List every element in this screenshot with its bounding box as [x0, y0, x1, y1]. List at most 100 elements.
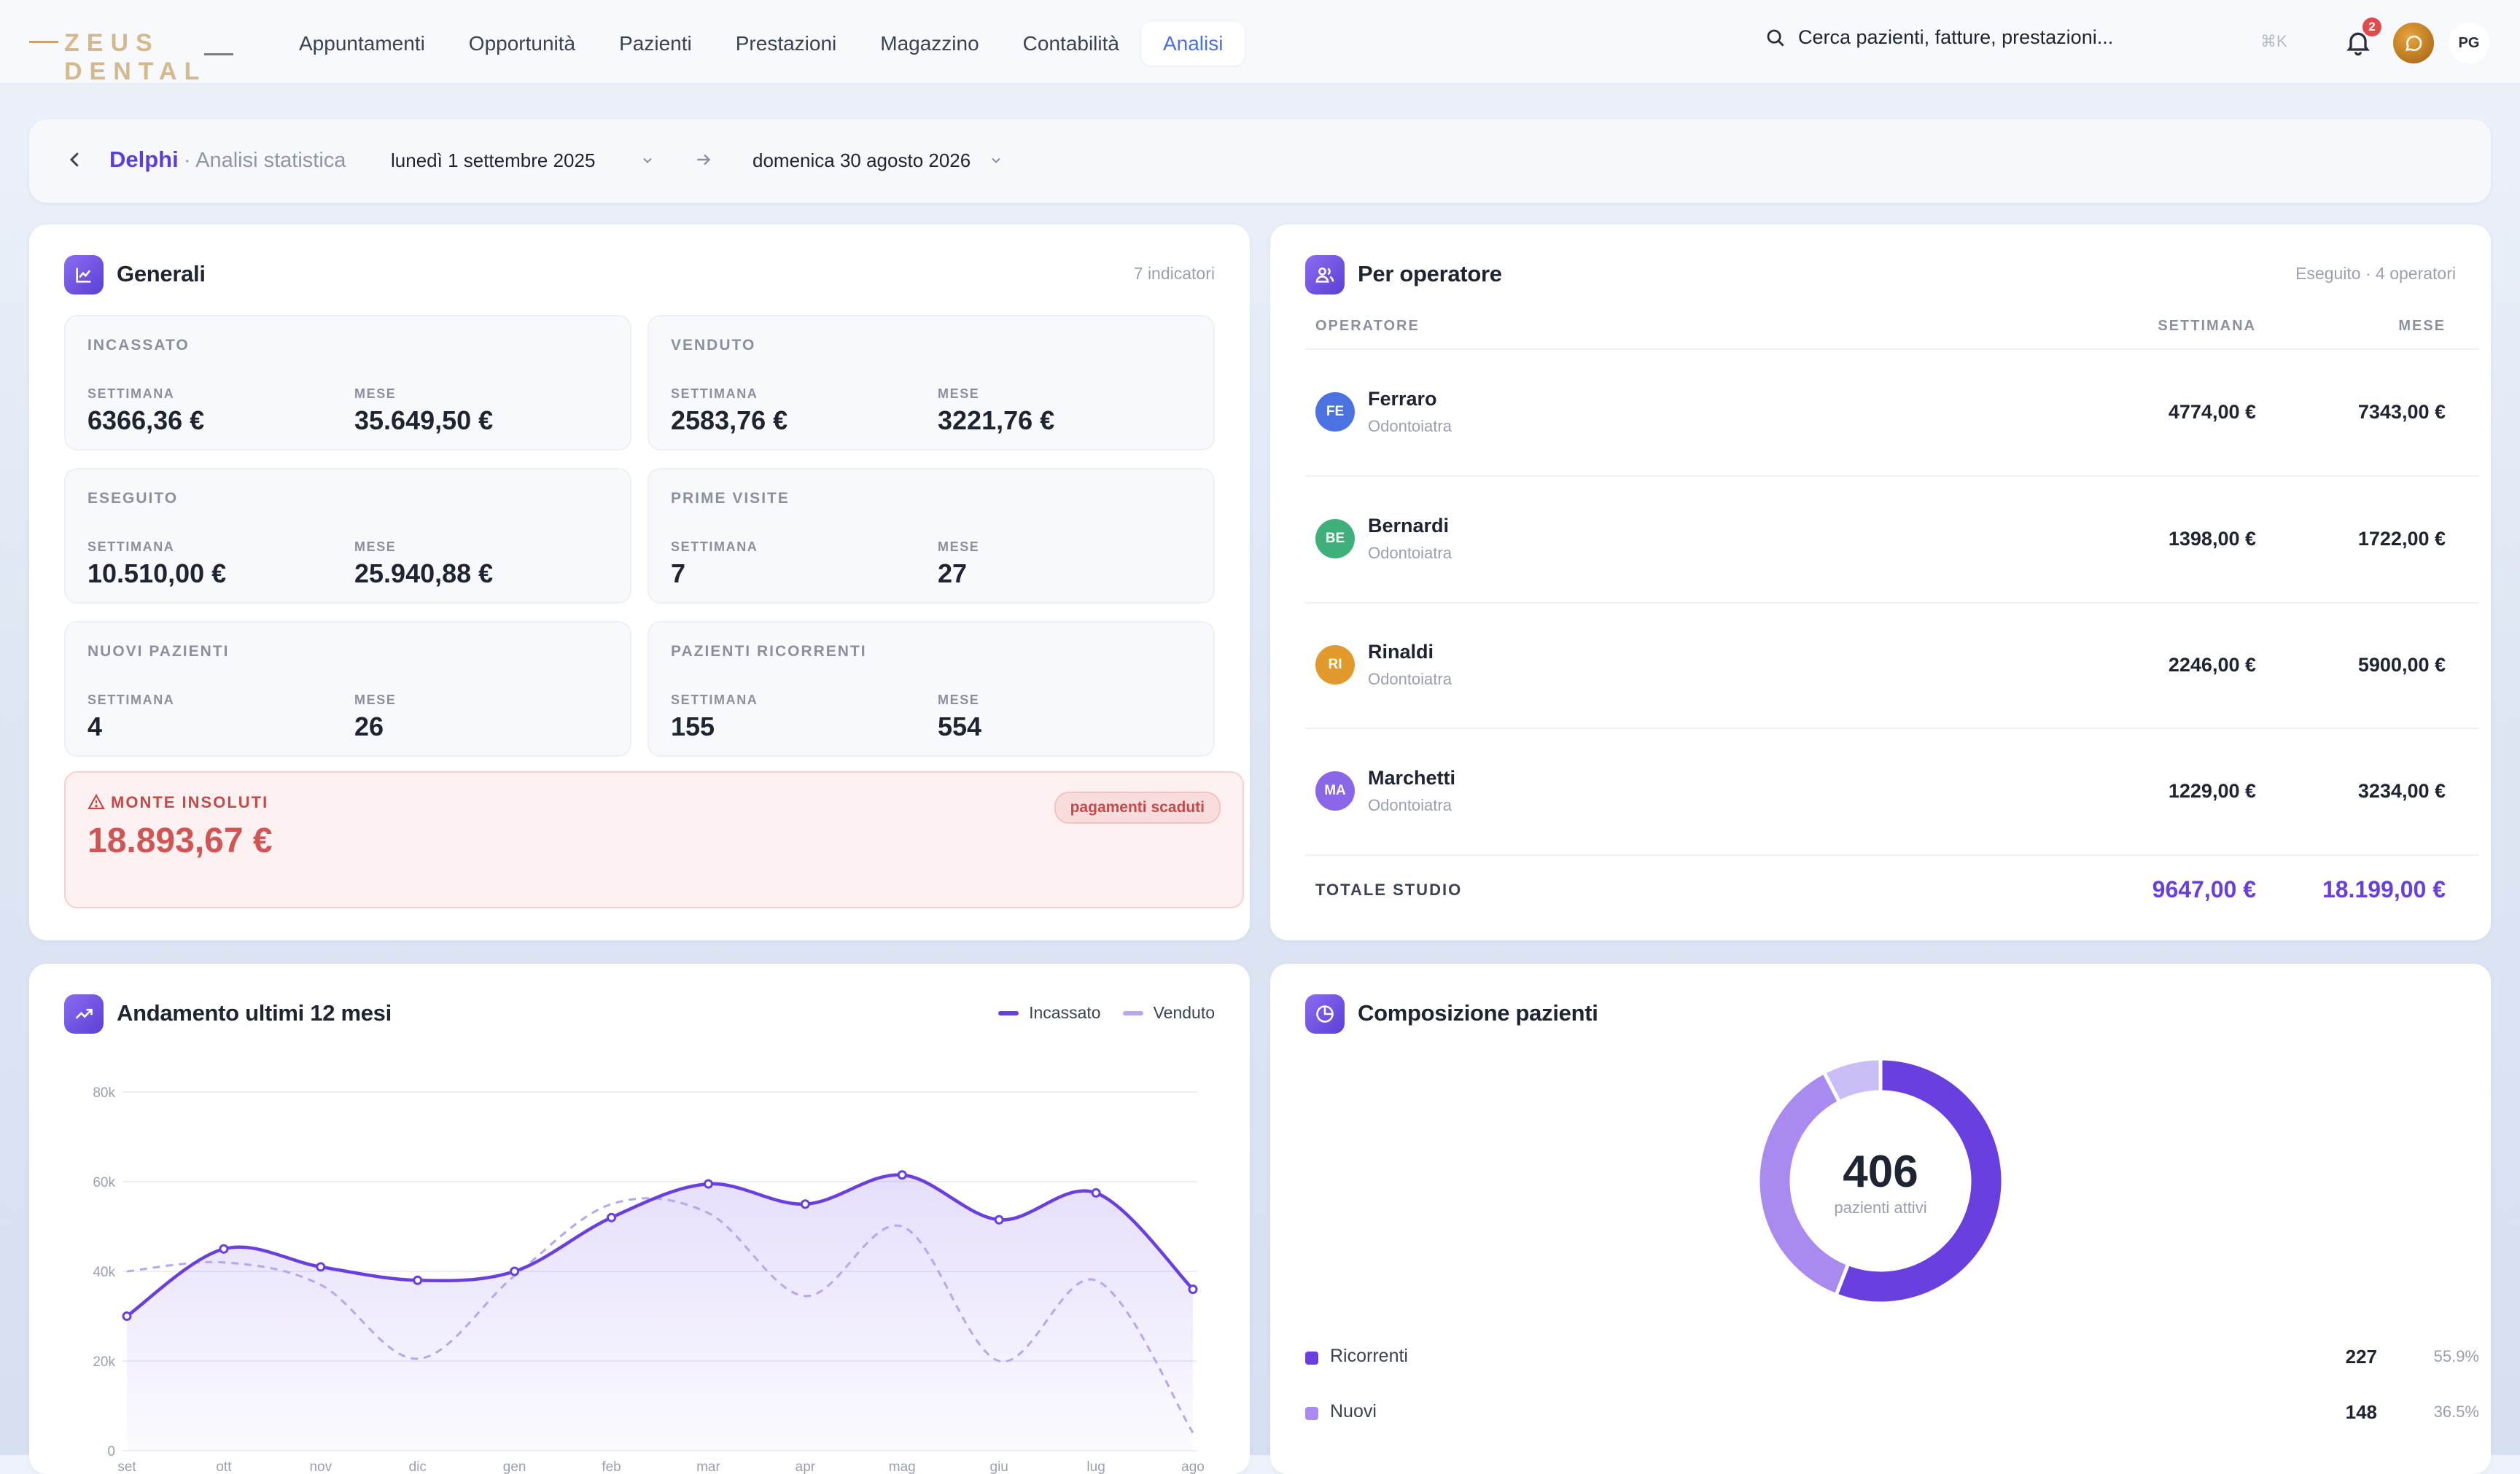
chevron-down-icon[interactable]	[640, 153, 655, 168]
operator-role: Odontoiatra	[1368, 544, 1452, 562]
kpi-nuovi-pazienti: NUOVI PAZIENTI SETTIMANA MESE 4 26	[64, 621, 631, 757]
legend-venduto[interactable]: Venduto	[1153, 1003, 1215, 1022]
row-divider	[1305, 475, 2479, 477]
user-avatar[interactable]	[2393, 23, 2434, 63]
total-month: 18.199,00 €	[2322, 876, 2446, 902]
y-tick-label: 60k	[93, 1175, 115, 1190]
operator-week: 2246,00 €	[2168, 654, 2256, 676]
kpi-month-label: MESE	[354, 693, 397, 707]
bell-icon[interactable]	[2344, 26, 2373, 58]
x-tick-label: giu	[990, 1459, 1008, 1474]
incassato-point	[122, 1311, 132, 1321]
kpi-week-label: SETTIMANA	[671, 693, 758, 707]
kpi-label: INCASSATO	[88, 337, 190, 354]
patients-donut-chart[interactable]	[1749, 1050, 2012, 1312]
incassato-point	[897, 1170, 907, 1180]
operatori-title: Per operatore	[1358, 261, 1502, 286]
global-search[interactable]: Cerca pazienti, fatture, prestazioni...	[1765, 26, 2113, 49]
legend-dot	[1305, 1352, 1318, 1365]
warning-icon	[88, 793, 105, 810]
page-subtitle: · Analisi statistica	[184, 149, 346, 172]
composition-row[interactable]: Ricorrenti 227 55.9%	[1305, 1343, 2479, 1372]
back-icon[interactable]	[64, 149, 86, 171]
nav-pazienti[interactable]: Pazienti	[619, 32, 692, 55]
nav-contabilita[interactable]: Contabilità	[1022, 32, 1119, 55]
date-from-select[interactable]: lunedì 1 settembre 2025	[391, 149, 596, 171]
search-placeholder: Cerca pazienti, fatture, prestazioni...	[1798, 26, 2114, 48]
nav-prestazioni[interactable]: Prestazioni	[735, 32, 837, 55]
donut-slice[interactable]	[1833, 1056, 2005, 1306]
kpi-pazienti-ricorrenti: PAZIENTI RICORRENTI SETTIMANA MESE 155 5…	[648, 621, 1215, 757]
operator-week: 4774,00 €	[2168, 401, 2256, 423]
nav-appuntamenti[interactable]: Appuntamenti	[299, 32, 425, 55]
operator-name: Bernardi	[1368, 515, 1450, 537]
andamento-title: Andamento ultimi 12 mesi	[117, 1000, 392, 1026]
kpi-month-value: 3221,76 €	[938, 405, 1055, 435]
incassato-point	[607, 1212, 617, 1223]
operator-week: 1229,00 €	[2168, 780, 2256, 802]
composition-pct: 55.9%	[2433, 1347, 2479, 1365]
app-logo[interactable]: ZEUS DENTAL	[29, 26, 248, 85]
col-mese: MESE	[2398, 318, 2446, 334]
nav-analisi[interactable]: Analisi	[1140, 22, 1245, 66]
kpi-label: PAZIENTI RICORRENTI	[671, 643, 867, 660]
col-settimana: SETTIMANA	[2158, 318, 2256, 334]
profile-avatar[interactable]: PG	[2449, 23, 2489, 63]
kpi-week-label: SETTIMANA	[671, 539, 758, 554]
kpi-prime-visite: PRIME VISITE SETTIMANA MESE 7 27	[648, 468, 1215, 604]
donut-slice[interactable]	[1756, 1069, 1851, 1298]
operator-week: 1398,00 €	[2168, 528, 2256, 550]
x-tick-label: apr	[796, 1459, 816, 1474]
chevron-down-icon[interactable]	[989, 153, 1003, 168]
studio-name[interactable]: Delphi	[109, 147, 179, 172]
pie-chart-icon	[1305, 994, 1345, 1034]
composition-name: Ricorrenti	[1330, 1346, 1408, 1366]
top-bar: ZEUS DENTAL Appuntamenti Opportunità Paz…	[0, 0, 2520, 85]
logo-text: ZEUS DENTAL	[64, 29, 207, 85]
legend-swatch-venduto	[1122, 1010, 1143, 1015]
monte-insoluti-panel: MONTE INSOLUTI 18.893,67 € pagamenti sca…	[64, 771, 1244, 908]
pagamenti-scaduti-badge[interactable]: pagamenti scaduti	[1054, 792, 1221, 824]
x-tick-label: mag	[889, 1459, 916, 1474]
nav-magazzino[interactable]: Magazzino	[880, 32, 979, 55]
operator-name: Marchetti	[1368, 767, 1456, 789]
operator-avatar: MA	[1315, 771, 1355, 811]
trend-line-chart[interactable]: 0 20k 40k 60k 80k set ott nov dic gen feb mar apr mag…	[29, 1007, 1250, 1474]
incassato-point	[1188, 1284, 1198, 1295]
kpi-month-value: 35.649,50 €	[354, 405, 494, 435]
chart-legend: Incassato Venduto	[998, 1003, 1215, 1023]
legend-incassato[interactable]: Incassato	[1029, 1003, 1101, 1022]
chat-icon	[2405, 35, 2422, 52]
kpi-month-label: MESE	[938, 539, 980, 554]
y-tick-label: 40k	[93, 1265, 115, 1280]
kpi-month-label: MESE	[354, 386, 397, 401]
date-to-select[interactable]: domenica 30 agosto 2026	[752, 149, 971, 171]
x-tick-label: lug	[1086, 1459, 1105, 1474]
operator-month: 5900,00 €	[2357, 654, 2446, 676]
operator-name: Rinaldi	[1368, 641, 1434, 663]
kpi-month-label: MESE	[938, 386, 980, 401]
total-week: 9647,00 €	[2152, 876, 2256, 902]
kpi-label: ESEGUITO	[88, 490, 179, 507]
kpi-month-label: MESE	[354, 539, 397, 554]
x-tick-label: feb	[602, 1459, 621, 1474]
operator-role: Odontoiatra	[1368, 796, 1452, 814]
composition-pct: 36.5%	[2433, 1403, 2479, 1421]
y-tick-label: 0	[107, 1444, 115, 1459]
kpi-week-value: 155	[671, 711, 715, 741]
composizione-title: Composizione pazienti	[1358, 1000, 1598, 1026]
operator-role: Odontoiatra	[1368, 670, 1452, 688]
kpi-week-label: SETTIMANA	[671, 386, 758, 401]
operator-role: Odontoiatra	[1368, 417, 1452, 435]
composition-name: Nuovi	[1330, 1401, 1377, 1422]
kpi-incassato: INCASSATO SETTIMANA MESE 6366,36 € 35.64…	[64, 315, 631, 451]
kpi-month-label: MESE	[938, 693, 980, 707]
operator-month: 7343,00 €	[2357, 401, 2446, 423]
kpi-label: PRIME VISITE	[671, 490, 790, 507]
kpi-week-label: SETTIMANA	[88, 386, 175, 401]
composition-row[interactable]: Nuovi 148 36.5%	[1305, 1398, 2479, 1427]
donut-slice[interactable]	[1821, 1056, 1883, 1105]
x-tick-label: ago	[1181, 1459, 1205, 1474]
nav-opportunita[interactable]: Opportunità	[468, 32, 576, 55]
kpi-week-label: SETTIMANA	[88, 539, 175, 554]
